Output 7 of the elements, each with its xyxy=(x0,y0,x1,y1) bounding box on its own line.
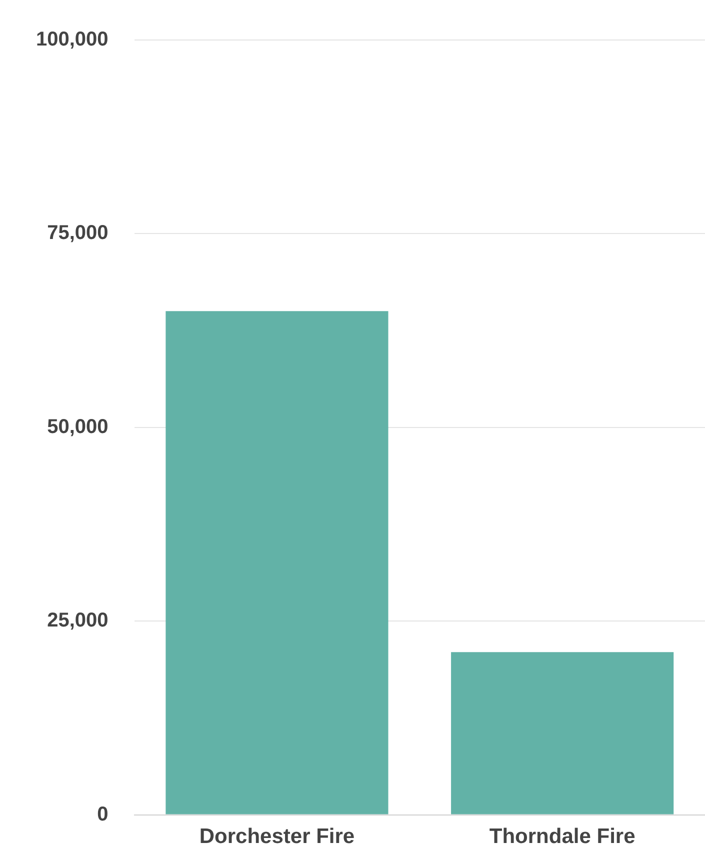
y-tick-label: 100,000 xyxy=(36,28,108,51)
y-tick-label: 75,000 xyxy=(47,222,108,244)
y-tick-label: 0 xyxy=(97,803,108,826)
y-tick-label: 25,000 xyxy=(47,610,108,632)
x-tick-label: Thorndale Fire xyxy=(489,825,636,848)
x-tick-label: Dorchester Fire xyxy=(199,825,355,848)
y-tick-label: 50,000 xyxy=(47,416,108,438)
